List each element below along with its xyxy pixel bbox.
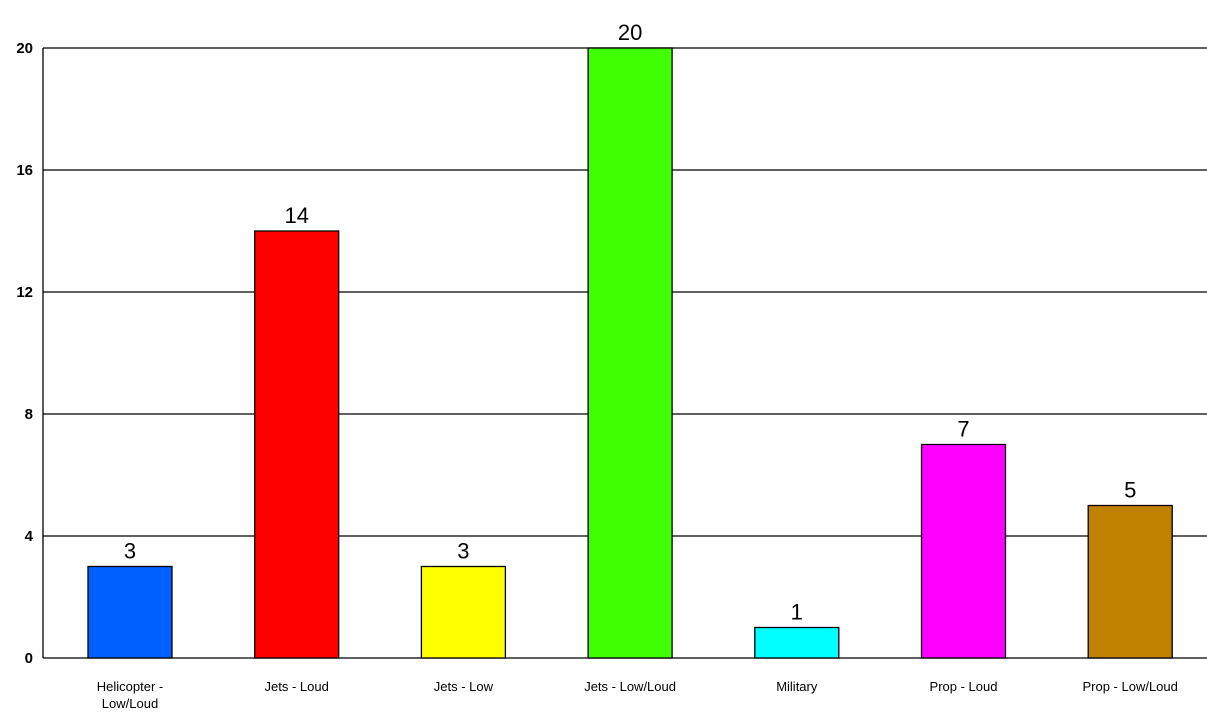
y-axis-ticks: 0 4 8 12 16 20 xyxy=(16,40,33,667)
y-tick-label: 20 xyxy=(16,40,33,57)
category-label: Jets - Low/Loud xyxy=(584,679,676,694)
y-tick-label: 16 xyxy=(16,162,33,179)
category-label: Prop - Loud xyxy=(930,679,998,694)
category-label: Jets - Loud xyxy=(265,679,329,694)
data-label: 3 xyxy=(124,539,136,564)
category-label: Helicopter - Low/Loud xyxy=(97,679,163,711)
bar-1 xyxy=(254,230,340,659)
category-label: Jets - Low xyxy=(434,679,494,694)
data-label: 14 xyxy=(284,203,308,228)
data-label: 1 xyxy=(791,600,803,625)
bar-5 xyxy=(920,443,1007,659)
category-label-line: Jets - Low/Loud xyxy=(584,679,676,694)
y-tick-label: 4 xyxy=(25,528,34,545)
category-label-line: Prop - Low/Loud xyxy=(1082,679,1177,694)
y-tick-label: 12 xyxy=(16,284,33,301)
data-label: 5 xyxy=(1124,478,1136,503)
category-label-line: Jets - Loud xyxy=(265,679,329,694)
category-label-line: Helicopter - xyxy=(97,679,163,694)
bar-0 xyxy=(87,565,173,659)
category-label: Military xyxy=(776,679,818,694)
category-label: Prop - Low/Loud xyxy=(1082,679,1177,694)
data-label: 7 xyxy=(957,417,969,442)
category-label-line: Jets - Low xyxy=(434,679,494,694)
x-axis-categories: Helicopter - Low/Loud Jets - Loud Jets - Lo… xyxy=(97,679,1178,711)
bar-4 xyxy=(754,626,840,659)
bar-2 xyxy=(420,565,507,659)
bar-3 xyxy=(587,47,673,659)
y-tick-label: 0 xyxy=(25,650,33,667)
category-label-line: Military xyxy=(776,679,818,694)
y-tick-label: 8 xyxy=(25,406,33,423)
bar-6 xyxy=(1087,504,1173,659)
data-labels: 3 14 3 20 1 7 5 xyxy=(124,20,1136,625)
category-label-line: Prop - Loud xyxy=(930,679,998,694)
bars xyxy=(87,47,1173,659)
data-label: 20 xyxy=(618,20,642,45)
category-label-line: Low/Loud xyxy=(102,696,158,711)
data-label: 3 xyxy=(457,539,469,564)
